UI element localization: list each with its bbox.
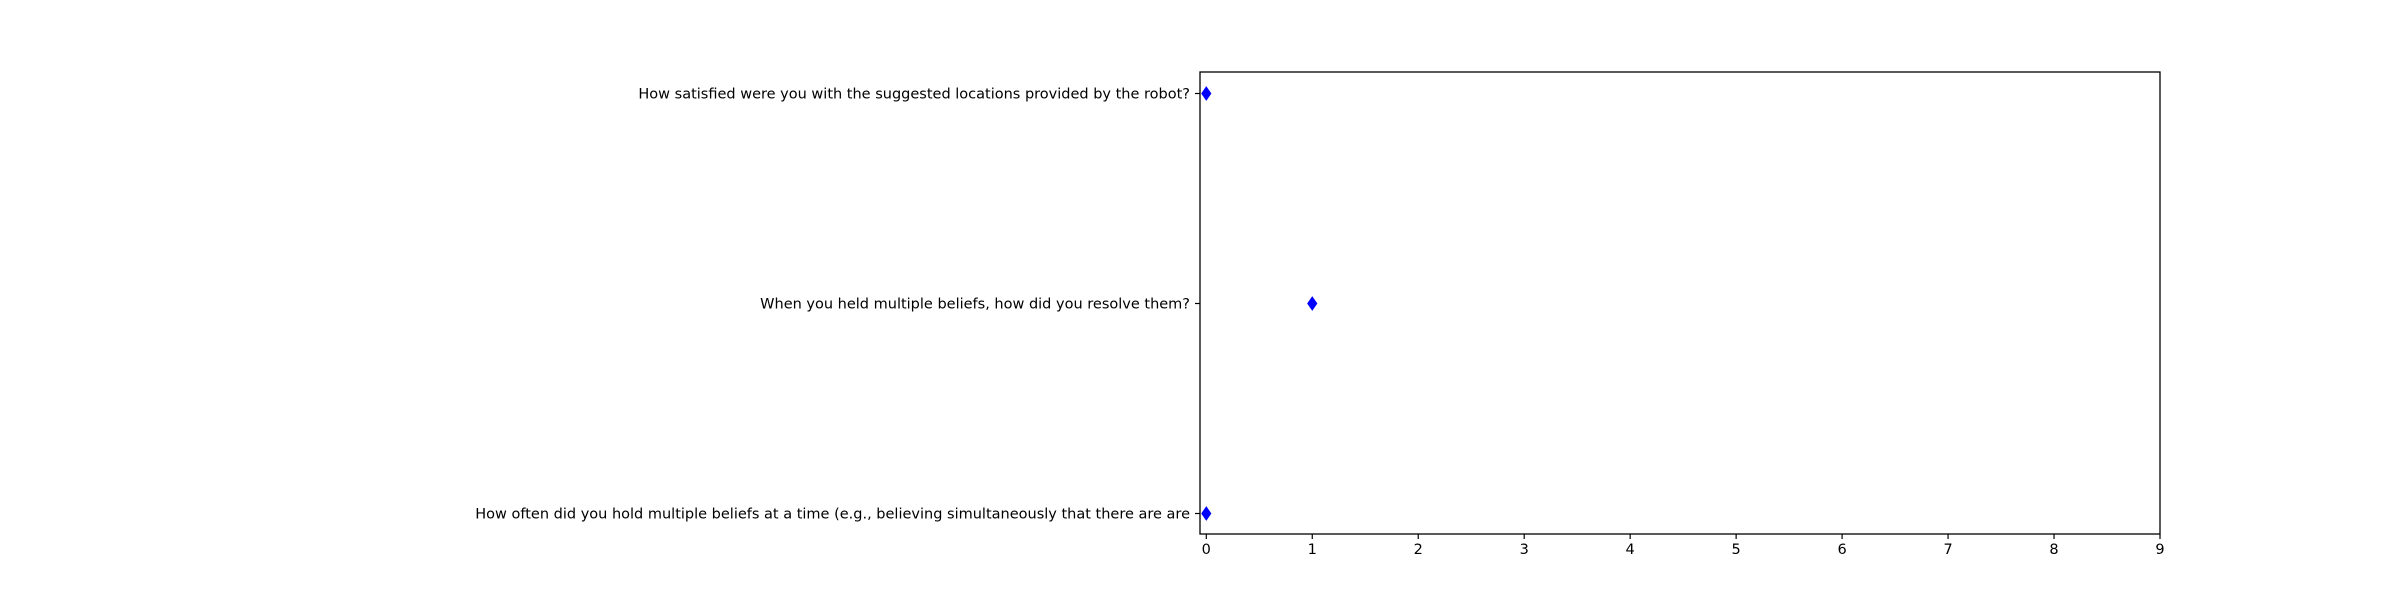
plot-area [1199,71,2161,535]
x-tick-label: 6 [1837,542,1846,558]
x-axis: 0 1 2 3 4 5 6 7 8 9 [1202,534,2165,558]
x-tick-label: 9 [2155,542,2164,558]
x-tick-label: 4 [1626,542,1635,558]
x-tick-label: 7 [1943,542,1952,558]
x-tick-label: 8 [2049,542,2058,558]
y-tick-label: When you held multiple beliefs, how did … [760,297,1190,313]
x-tick-label: 0 [1202,542,1211,558]
y-tick-label: How satisfied were you with the suggeste… [638,87,1190,103]
data-points [1201,86,1318,521]
data-point-diamond [1201,86,1212,101]
data-point-diamond [1307,296,1318,311]
x-tick-label: 1 [1308,542,1317,558]
y-axis: How satisfied were you with the suggeste… [475,87,1200,523]
x-tick-label: 5 [1732,542,1741,558]
x-tick-label: 2 [1414,542,1423,558]
y-tick-label: How often did you hold multiple beliefs … [475,507,1190,523]
data-point-diamond [1201,506,1212,521]
x-tick-label: 3 [1520,542,1529,558]
